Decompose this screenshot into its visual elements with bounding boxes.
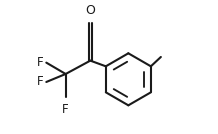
Text: F: F — [37, 56, 44, 69]
Text: O: O — [85, 4, 95, 17]
Text: F: F — [37, 75, 44, 88]
Text: F: F — [62, 103, 69, 116]
